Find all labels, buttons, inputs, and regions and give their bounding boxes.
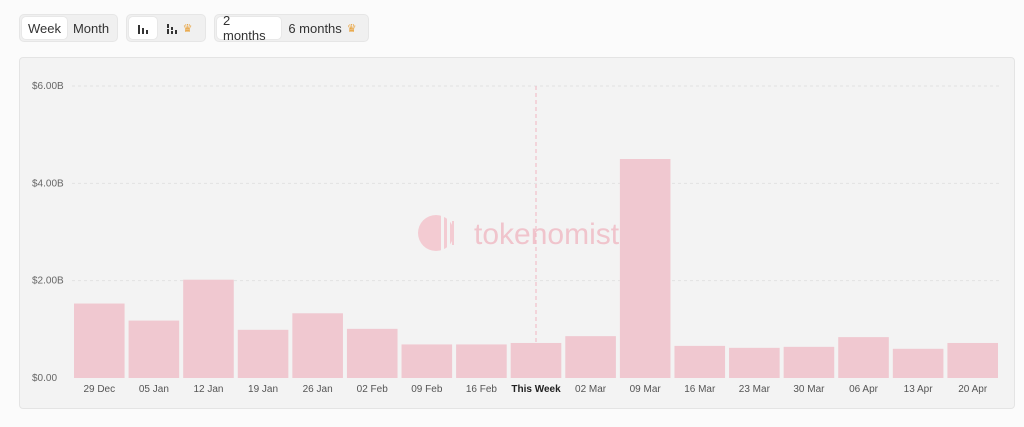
range-toggle: 2 months 6 months ♛: [214, 13, 369, 43]
bar[interactable]: [729, 347, 780, 378]
bar[interactable]: [565, 336, 616, 378]
bar[interactable]: [947, 342, 998, 378]
x-tick-label: 30 Mar: [793, 384, 825, 395]
y-tick-label: $6.00B: [32, 81, 64, 92]
bar[interactable]: [292, 313, 343, 378]
bar[interactable]: [128, 320, 180, 378]
y-tick-label: $0.00: [32, 373, 57, 384]
x-tick-label: 02 Feb: [357, 384, 389, 395]
x-tick-label: 02 Mar: [575, 384, 607, 395]
bar[interactable]: [401, 344, 453, 378]
stacked-bar-chart-button[interactable]: ♛: [157, 17, 201, 39]
x-tick-label: 09 Feb: [411, 384, 443, 395]
bar[interactable]: [237, 329, 289, 378]
bar[interactable]: [346, 328, 398, 378]
crown-icon: ♛: [182, 22, 193, 35]
x-tick-label: 20 Apr: [958, 384, 988, 395]
crown-icon: ♛: [346, 22, 357, 35]
x-tick-label: 23 Mar: [739, 384, 771, 395]
bar[interactable]: [456, 344, 507, 378]
six-months-label: 6 months: [288, 20, 342, 36]
x-tick-label: 16 Mar: [684, 384, 716, 395]
chart-type-toggle: ♛: [126, 14, 206, 42]
month-button[interactable]: Month: [72, 20, 110, 36]
bar[interactable]: [892, 348, 944, 378]
bar[interactable]: [783, 346, 835, 378]
x-tick-label: 05 Jan: [139, 384, 169, 395]
x-tick-label: 16 Feb: [466, 384, 498, 395]
x-tick-label: 29 Dec: [83, 384, 115, 395]
six-months-button[interactable]: 6 months ♛: [281, 17, 364, 39]
watermark: tokenomist: [418, 214, 620, 252]
bar-chart-button[interactable]: [129, 17, 157, 39]
x-tick-label: This Week: [511, 384, 561, 395]
x-tick-label: 09 Mar: [630, 384, 662, 395]
bar[interactable]: [510, 342, 562, 378]
bar[interactable]: [74, 303, 125, 378]
y-tick-label: $2.00B: [32, 276, 64, 287]
y-tick-label: $4.00B: [32, 178, 64, 189]
x-tick-label: 06 Apr: [849, 384, 879, 395]
bar-chart-icon: [138, 24, 148, 34]
watermark-text: tokenomist: [474, 218, 620, 251]
bar[interactable]: [183, 279, 234, 378]
period-toggle: Week Month: [19, 14, 118, 42]
x-tick-label: 12 Jan: [193, 384, 223, 395]
bar[interactable]: [838, 337, 889, 378]
stacked-bar-chart-icon: [166, 23, 177, 34]
x-tick-label: 13 Apr: [904, 384, 934, 395]
x-tick-label: 26 Jan: [303, 384, 333, 395]
bar[interactable]: [619, 159, 671, 378]
tokenomist-logo-icon: [418, 214, 454, 252]
x-tick-label: 19 Jan: [248, 384, 278, 395]
bar[interactable]: [674, 345, 726, 378]
week-button[interactable]: Week: [22, 17, 67, 39]
